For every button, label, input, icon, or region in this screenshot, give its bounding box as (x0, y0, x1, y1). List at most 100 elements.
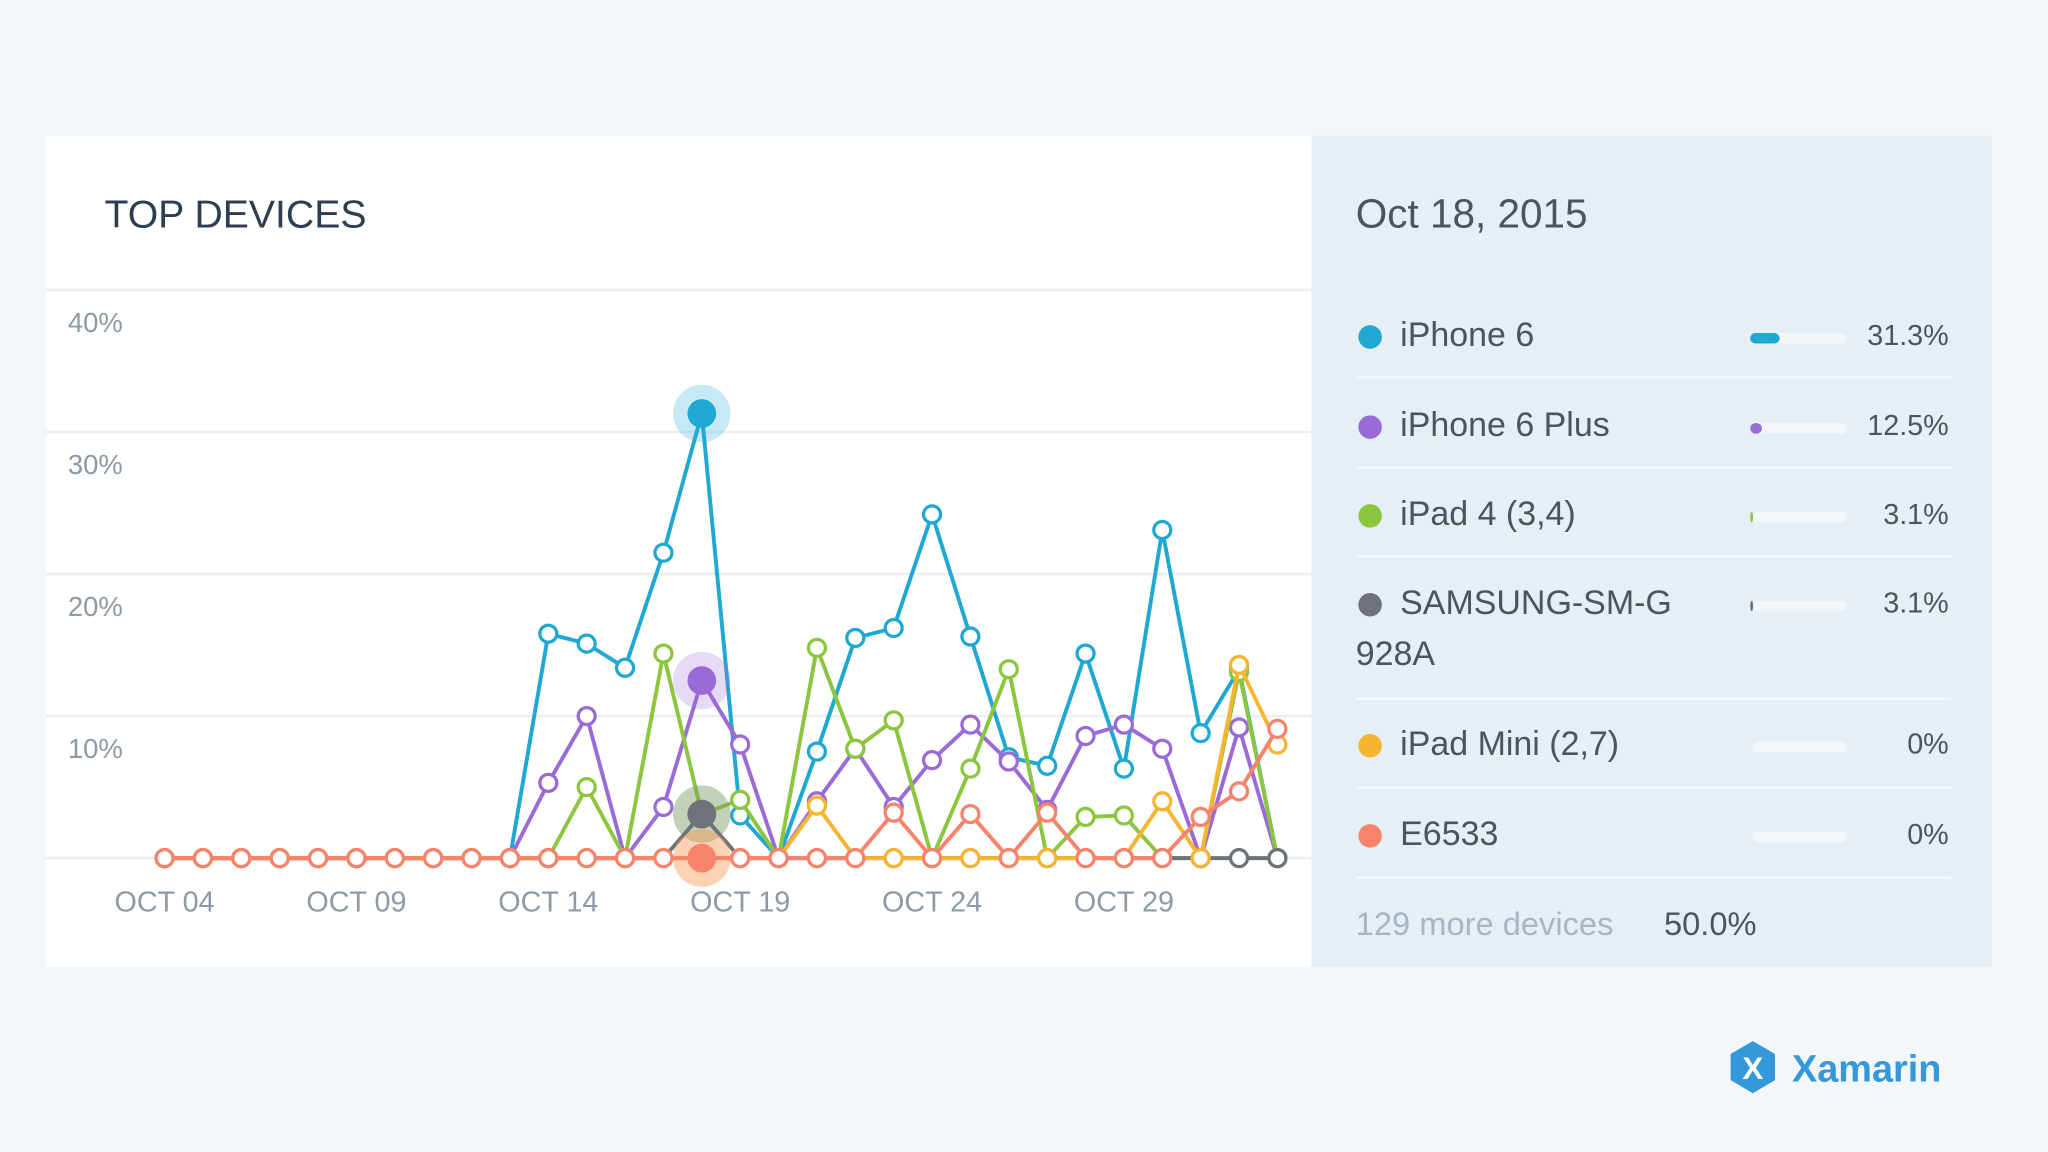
point (845, 847, 866, 869)
legend-dot (1358, 734, 1382, 758)
point (883, 847, 904, 869)
point (960, 626, 981, 647)
share-value: 3.1% (1883, 497, 1949, 531)
point (998, 847, 1019, 869)
legend-dot (1358, 325, 1382, 349)
more-value: 50.0% (1664, 905, 1757, 942)
point (192, 847, 214, 869)
brand-icon (1730, 1040, 1776, 1094)
point (1228, 847, 1250, 869)
chart-title: TOP DEVICES (104, 193, 366, 236)
device-name: iPad Mini (2,7) (1400, 723, 1620, 763)
point (768, 847, 789, 869)
selected-point (687, 843, 717, 873)
point (1190, 723, 1211, 744)
share-track (1752, 423, 1847, 434)
point (1228, 781, 1250, 802)
y-tick-label: 30% (68, 449, 123, 480)
x-tick-label: OCT 14 (498, 887, 598, 919)
point (384, 847, 405, 869)
point (960, 714, 981, 735)
point (845, 738, 866, 759)
point (921, 504, 943, 525)
share-value: 0% (1907, 727, 1949, 761)
device-name: iPhone 6 Plus (1400, 404, 1610, 445)
x-tick-label: OCT 04 (115, 887, 215, 919)
device-name: iPhone 6 (1400, 314, 1535, 354)
selected-point (687, 666, 717, 695)
share-value: 31.3% (1867, 318, 1949, 352)
legend-dot (1358, 415, 1382, 439)
point (730, 734, 751, 755)
point (614, 847, 636, 869)
point (730, 847, 751, 869)
point (921, 749, 943, 771)
point (883, 617, 904, 639)
point (1152, 847, 1173, 869)
point (921, 847, 943, 869)
point (1152, 791, 1173, 812)
share-track (1752, 511, 1847, 523)
y-tick-label: 10% (68, 733, 123, 764)
point (1113, 805, 1135, 826)
point (231, 847, 252, 869)
point (1267, 847, 1288, 869)
point (1113, 714, 1135, 735)
more-label: 129 more devices (1356, 905, 1614, 942)
device-name: E6533 (1400, 813, 1499, 853)
share-track (1752, 831, 1847, 843)
point (1075, 847, 1096, 869)
point (576, 633, 597, 654)
point (998, 659, 1019, 680)
series (154, 718, 1288, 887)
point (960, 803, 981, 825)
point (845, 627, 866, 649)
point (883, 802, 904, 823)
share-value: 12.5% (1867, 408, 1949, 442)
point (1152, 738, 1173, 759)
selected-point (687, 399, 717, 428)
point (1267, 718, 1288, 739)
point (653, 643, 674, 664)
point (576, 776, 597, 798)
point (499, 847, 521, 869)
point (806, 795, 828, 816)
point (614, 657, 636, 678)
point (1190, 806, 1211, 828)
point (576, 847, 597, 869)
point (1075, 725, 1096, 747)
point (1075, 643, 1096, 664)
share-bar (1750, 423, 1762, 434)
device-name: iPad 4 (3,4) (1400, 493, 1576, 533)
point (883, 710, 904, 731)
point (806, 637, 828, 659)
share-bar (1750, 333, 1780, 344)
point (653, 542, 674, 563)
x-tick-label: OCT 09 (306, 887, 406, 919)
point (1037, 755, 1058, 776)
brand-icon-x: X (1742, 1051, 1763, 1086)
point (576, 705, 597, 727)
point (538, 772, 559, 793)
point (998, 751, 1019, 772)
share-track (1752, 600, 1847, 612)
legend-dot (1358, 824, 1382, 848)
x-tick-label: OCT 19 (690, 887, 790, 919)
legend-dot (1358, 504, 1382, 528)
point (1075, 806, 1096, 828)
point (960, 758, 981, 779)
share-value: 0% (1907, 817, 1949, 851)
x-tick-label: OCT 24 (882, 887, 982, 919)
point (1037, 802, 1058, 823)
share-bar (1750, 600, 1754, 612)
share-track (1752, 741, 1847, 753)
point (1113, 847, 1135, 869)
point (653, 796, 674, 818)
selected-point (687, 799, 717, 829)
y-tick-label: 40% (68, 307, 123, 338)
point (1190, 847, 1211, 869)
point (1037, 847, 1058, 869)
point (269, 847, 290, 869)
